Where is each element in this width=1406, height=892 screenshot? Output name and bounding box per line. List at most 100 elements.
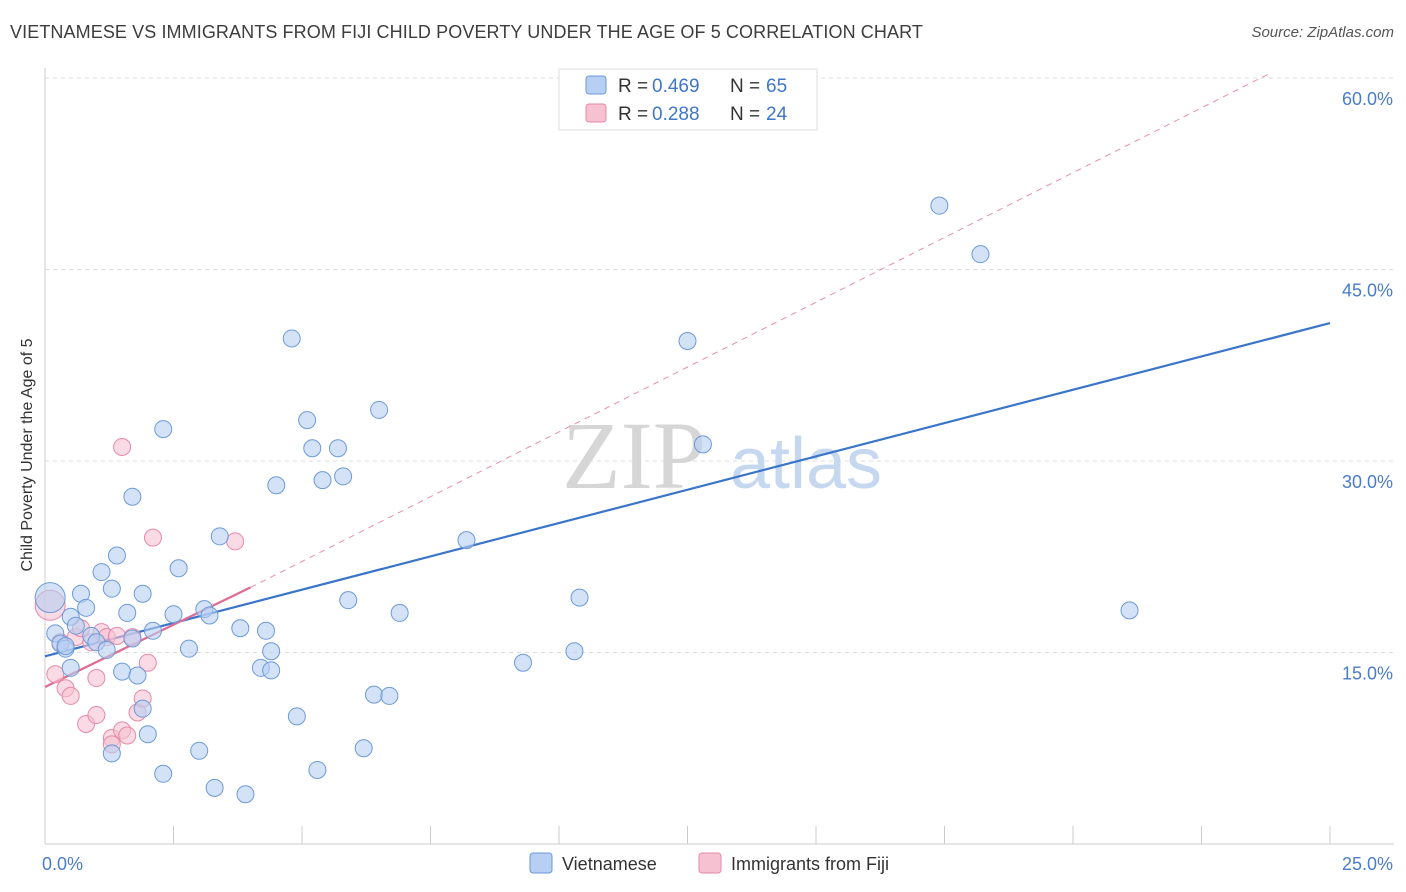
vietnamese-point-21 — [128, 666, 147, 685]
fiji-point-1 — [46, 665, 65, 684]
trend-line-0 — [44, 322, 1331, 658]
vietnamese-point-28 — [164, 605, 183, 624]
vietnamese-point-18 — [118, 603, 137, 622]
legend-label-vietnamese: Vietnamese — [562, 854, 657, 874]
vietnamese-point-62 — [693, 435, 712, 454]
trend-lines — [44, 73, 1331, 688]
series-legend: Vietnamese Immigrants from Fiji — [529, 852, 889, 874]
vietnamese-point-20 — [123, 487, 142, 506]
watermark: ZIP atlas — [562, 402, 882, 509]
vietnamese-point-23 — [133, 699, 152, 718]
vietnamese-point-29 — [169, 559, 188, 578]
fiji-point-23 — [113, 437, 132, 456]
legend-swatch-fiji — [698, 852, 722, 874]
vietnamese-point-44 — [287, 707, 306, 726]
stats-legend: R = 0.469 N = 65 R = 0.288 N = 24 — [558, 68, 818, 131]
vietnamese-point-16 — [107, 546, 126, 565]
vietnamese-point-63 — [930, 196, 949, 215]
vietnamese-point-0 — [34, 582, 66, 614]
grid-lines — [45, 77, 1394, 653]
vietnamese-point-33 — [200, 606, 219, 625]
fiji-point-21 — [138, 653, 157, 672]
stats-n-label-1: N = — [730, 76, 760, 97]
vietnamese-point-14 — [102, 744, 121, 763]
stats-r-value-2: 0.288 — [652, 104, 700, 125]
vietnamese-point-36 — [231, 619, 250, 638]
y-tick-label-2: 45.0% — [1342, 281, 1393, 301]
vietnamese-point-58 — [514, 653, 533, 672]
vietnamese-point-41 — [262, 642, 281, 661]
vietnamese-point-40 — [262, 661, 281, 680]
vietnamese-point-45 — [298, 411, 317, 430]
vietnamese-point-31 — [190, 741, 209, 760]
vietnamese-point-53 — [364, 685, 383, 704]
vietnamese-point-48 — [313, 471, 332, 490]
vietnamese-point-34 — [205, 778, 224, 797]
vietnamese-point-55 — [380, 686, 399, 705]
vietnamese-point-59 — [565, 642, 584, 661]
chart-title: VIETNAMESE VS IMMIGRANTS FROM FIJI CHILD… — [10, 22, 923, 42]
fiji-point-17 — [118, 726, 137, 745]
vietnamese-point-60 — [570, 588, 589, 607]
stats-r-label-1: R = — [618, 76, 648, 97]
fiji-point-24 — [226, 532, 245, 551]
fiji-point-9 — [87, 706, 106, 725]
stats-r-label-2: R = — [618, 104, 648, 125]
vietnamese-point-65 — [1120, 601, 1139, 620]
vietnamese-point-57 — [457, 531, 476, 550]
fiji-point-10 — [87, 669, 106, 688]
stats-n-value-1: 65 — [766, 76, 787, 97]
vietnamese-point-13 — [97, 640, 116, 659]
fiji-point-15 — [107, 626, 126, 645]
vietnamese-point-9 — [77, 598, 96, 617]
vietnamese-point-7 — [66, 616, 85, 635]
vietnamese-point-64 — [971, 245, 990, 264]
vietnamese-point-43 — [282, 329, 301, 348]
axes — [44, 68, 1394, 845]
x-tick-label-1: 25.0% — [1342, 854, 1393, 874]
vietnamese-point-61 — [678, 331, 697, 350]
vietnamese-point-27 — [154, 764, 173, 783]
stats-swatch-vietnamese — [585, 75, 607, 95]
source-credit: Source: ZipAtlas.com — [1251, 24, 1394, 41]
y-tick-label-1: 30.0% — [1342, 472, 1393, 492]
vietnamese-point-49 — [328, 439, 347, 458]
watermark-atlas: atlas — [730, 424, 882, 504]
vietnamese-point-50 — [334, 467, 353, 486]
vietnamese-point-22 — [133, 584, 152, 603]
vietnamese-point-24 — [138, 725, 157, 744]
vietnamese-point-15 — [102, 579, 121, 598]
vietnamese-point-17 — [113, 662, 132, 681]
vietnamese-point-51 — [339, 591, 358, 610]
fiji-point-22 — [143, 528, 162, 547]
tick-labels: 15.0% 30.0% 45.0% 60.0% 0.0% 25.0% — [42, 89, 1393, 874]
trend-line-2 — [250, 73, 1269, 588]
stats-swatch-fiji — [585, 103, 607, 123]
vietnamese-point-30 — [179, 639, 198, 658]
vietnamese-point-47 — [308, 760, 327, 779]
vietnamese-point-37 — [236, 785, 255, 804]
vietnamese-point-26 — [154, 420, 173, 439]
stats-n-label-2: N = — [730, 104, 760, 125]
fiji-point-4 — [61, 686, 80, 705]
watermark-zip: ZIP — [562, 402, 706, 509]
series-vietnamese — [34, 196, 1139, 804]
vietnamese-point-42 — [267, 476, 286, 495]
vietnamese-point-12 — [92, 563, 111, 582]
vietnamese-point-25 — [143, 621, 162, 640]
y-tick-label-0: 15.0% — [1342, 664, 1393, 684]
y-tick-label-3: 60.0% — [1342, 89, 1393, 109]
vietnamese-point-35 — [210, 527, 229, 546]
x-tick-label-0: 0.0% — [42, 854, 83, 874]
vietnamese-point-56 — [390, 603, 409, 622]
vietnamese-point-5 — [61, 658, 80, 677]
legend-label-fiji: Immigrants from Fiji — [731, 854, 889, 874]
vietnamese-point-19 — [123, 629, 142, 648]
stats-n-value-2: 24 — [766, 104, 788, 125]
legend-swatch-vietnamese — [529, 852, 553, 874]
stats-r-value-1: 0.469 — [652, 76, 700, 97]
vietnamese-point-39 — [257, 621, 276, 640]
vietnamese-point-4 — [56, 637, 75, 656]
vietnamese-point-54 — [370, 400, 389, 419]
